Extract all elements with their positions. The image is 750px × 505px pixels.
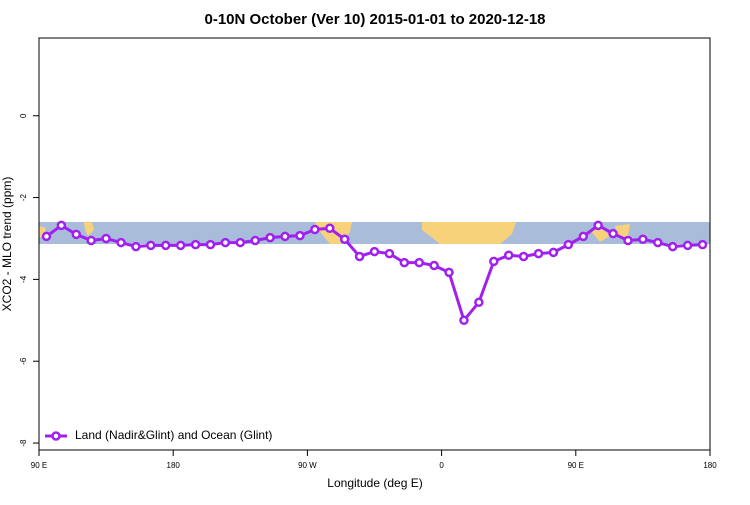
data-point bbox=[295, 230, 305, 241]
plot-frame bbox=[38, 37, 711, 451]
data-point bbox=[697, 239, 708, 250]
data-point bbox=[578, 231, 589, 242]
data-point bbox=[354, 251, 365, 262]
legend-label: Land (Nadir&Glint) and Ocean (Glint) bbox=[75, 428, 272, 442]
data-point bbox=[489, 256, 499, 267]
data-point bbox=[414, 257, 424, 268]
x-tick-label: 180 bbox=[703, 461, 717, 470]
data-point bbox=[205, 239, 216, 250]
data-point bbox=[593, 220, 603, 231]
data-point bbox=[548, 247, 559, 258]
x-tick-label: 90 E bbox=[568, 461, 584, 470]
data-point bbox=[310, 224, 320, 235]
y-tick-label: -4 bbox=[19, 275, 28, 283]
data-point bbox=[235, 237, 246, 248]
legend-marker bbox=[51, 431, 61, 441]
data-point bbox=[474, 297, 484, 308]
data-point bbox=[265, 232, 275, 243]
data-point bbox=[190, 239, 201, 250]
data-point bbox=[116, 237, 126, 248]
x-tick-label: 90 E bbox=[31, 461, 47, 470]
data-point bbox=[220, 237, 231, 248]
data-point bbox=[533, 248, 544, 259]
data-point bbox=[653, 237, 663, 248]
data-point bbox=[175, 240, 186, 251]
data-point bbox=[563, 239, 574, 250]
data-point bbox=[384, 248, 395, 259]
data-point bbox=[608, 228, 618, 239]
x-tick-label: 0 bbox=[439, 461, 444, 470]
y-tick-label: -2 bbox=[19, 193, 28, 201]
data-point bbox=[503, 250, 514, 261]
x-tick-label: 180 bbox=[167, 461, 181, 470]
data-point bbox=[623, 235, 633, 246]
data-point bbox=[459, 315, 469, 326]
chart-title: 0-10N October (Ver 10) 2015-01-01 to 202… bbox=[204, 11, 545, 28]
x-tick-label: 90 W bbox=[298, 461, 317, 470]
y-tick-label: 0 bbox=[19, 113, 28, 118]
data-point bbox=[518, 251, 529, 262]
data-point bbox=[429, 260, 439, 271]
data-point bbox=[131, 241, 141, 252]
data-point bbox=[638, 234, 648, 245]
data-point bbox=[160, 240, 171, 251]
data-point bbox=[71, 229, 82, 240]
y-tick-label: -8 bbox=[19, 439, 28, 447]
data-point bbox=[667, 241, 678, 252]
data-point bbox=[280, 231, 290, 242]
data-point bbox=[444, 267, 454, 278]
data-point bbox=[339, 234, 350, 245]
data-point bbox=[250, 235, 260, 246]
data-point bbox=[399, 257, 410, 268]
data-point bbox=[146, 240, 156, 251]
data-point bbox=[86, 235, 96, 246]
data-point bbox=[56, 220, 67, 231]
y-axis-label: XCO2 - MLO trend (ppm) bbox=[0, 177, 14, 312]
data-point bbox=[369, 246, 380, 257]
y-tick-label: -6 bbox=[19, 357, 28, 365]
data-point bbox=[682, 240, 693, 251]
data-point bbox=[101, 233, 111, 244]
x-axis-label: Longitude (deg E) bbox=[327, 476, 422, 490]
data-point bbox=[325, 223, 335, 233]
data-point bbox=[41, 231, 52, 242]
